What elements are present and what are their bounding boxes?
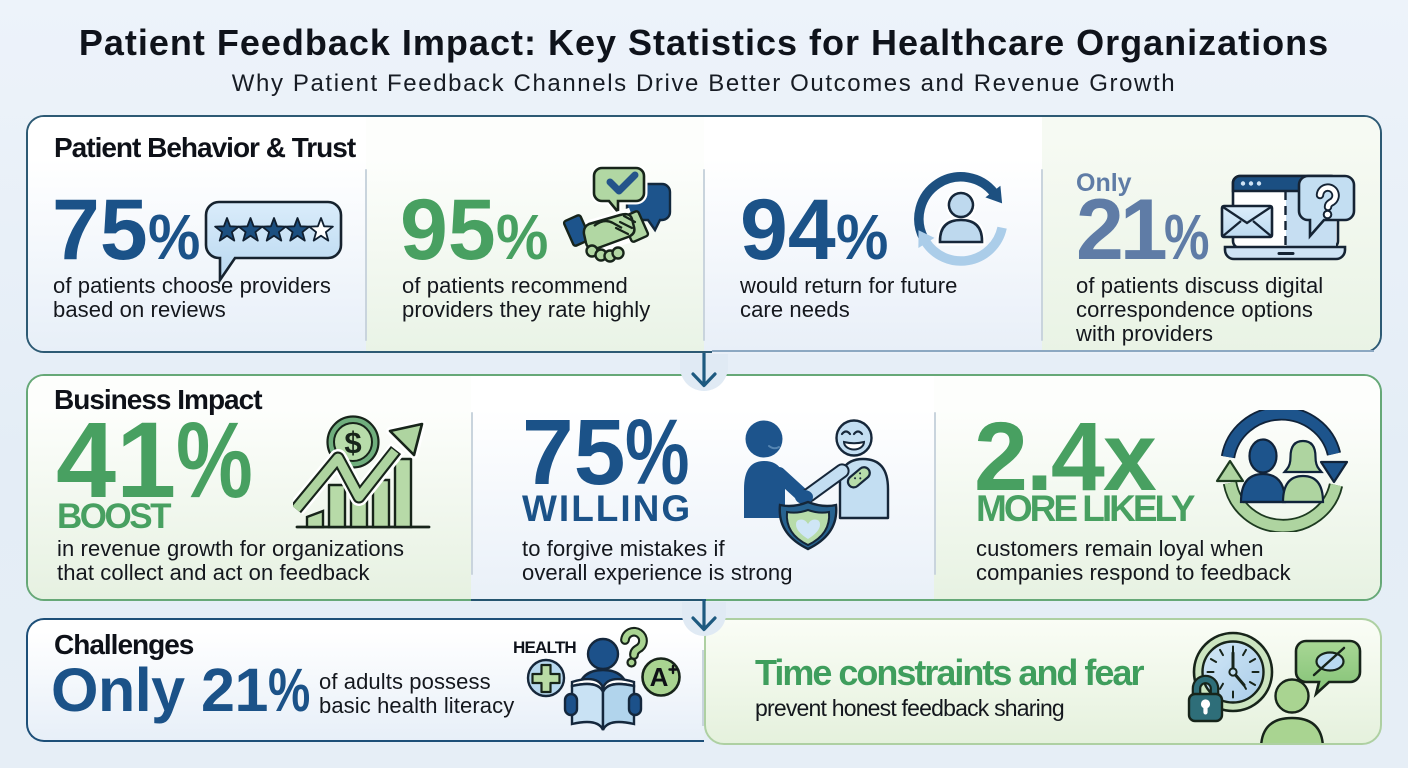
- svg-text:$: $: [344, 425, 361, 460]
- svg-text:A: A: [650, 662, 669, 692]
